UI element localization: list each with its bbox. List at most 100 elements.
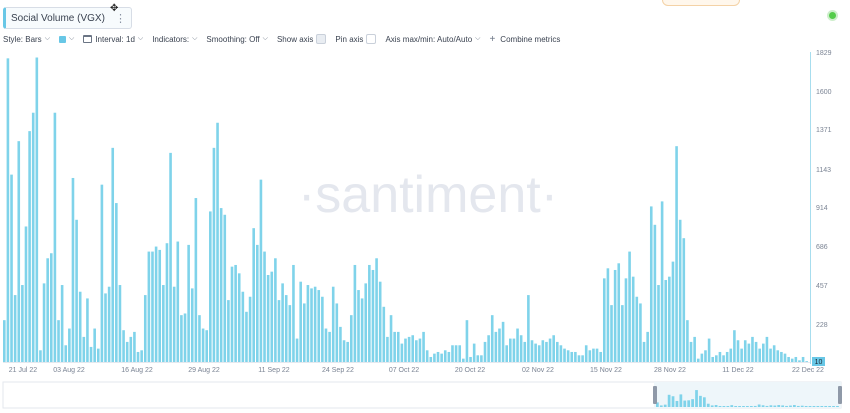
axis-minmax-dropdown[interactable]: Axis max/min: Auto/Auto ⌵ [385,35,480,44]
color-picker[interactable]: ⌵ [59,35,74,43]
x-tick-label: 16 Aug 22 [121,367,153,374]
bar [227,300,230,362]
bar [35,57,39,362]
bar [172,286,176,362]
navigator-right-handle[interactable] [838,386,842,404]
bar [480,355,483,362]
bar [46,258,49,362]
bar [668,276,671,362]
bar [451,345,454,362]
bar [621,305,624,362]
bar [595,348,599,362]
bar [75,219,78,362]
show-axis-checkbox[interactable] [316,34,327,44]
bar [64,345,68,362]
bar [349,315,353,362]
bar [715,355,718,362]
navigator-bar [683,400,687,407]
bar [31,112,35,362]
y-tick-label: 1829 [816,50,832,57]
bar [205,330,208,362]
bar [657,285,660,362]
navigator-bar [695,390,698,407]
bar [718,351,722,362]
bar [386,336,389,362]
bar [693,336,696,362]
x-tick-label: 21 Jul 22 [9,367,38,374]
bar [563,348,566,362]
bar [617,263,621,362]
bar [559,345,563,362]
bar [324,328,328,362]
show-axis-label: Show axis [276,34,314,44]
bar [754,341,758,362]
navigator-bar [722,406,726,407]
bar [378,281,382,362]
navigator-bar [804,406,808,407]
bar [635,296,639,362]
navigator-bar [836,406,839,407]
bar [469,356,472,362]
bar [664,280,668,362]
bar [122,330,125,362]
bar [613,269,617,362]
status-online-indicator [829,12,836,19]
metric-title-pill[interactable]: Social Volume (VGX) ⋮ [3,7,132,29]
smoothing-dropdown[interactable]: Smoothing: Off ⌵ [206,35,268,44]
y-tick-label: 228 [816,322,828,329]
bar [288,305,292,362]
bar [798,360,801,362]
bar [270,271,274,362]
style-dropdown[interactable]: Style: Bars ⌵ [3,35,50,44]
interval-dropdown[interactable]: Interval: 1d ⌵ [83,35,143,44]
bar [328,331,331,362]
bar [147,251,151,362]
bar [259,179,263,362]
bar [237,273,241,362]
x-tick-label: 11 Sep 22 [258,367,290,374]
bar [686,320,689,362]
navigator-bar [726,406,730,407]
bar [368,264,371,362]
bar [682,238,686,362]
x-tick-label: 29 Aug 22 [188,367,220,374]
navigator-bar [742,406,745,407]
bar [462,358,465,362]
y-tick-label: 914 [816,205,828,212]
kebab-icon[interactable]: ⋮ [114,12,126,25]
pin-axis-label: Pin axis [335,34,364,44]
combine-metrics-button[interactable]: + Combine metrics [489,34,560,45]
bar [574,351,577,362]
bar [187,244,190,362]
bar [711,356,715,362]
bar [631,276,635,362]
bar [162,285,165,362]
bar [125,341,129,362]
bar [371,269,375,362]
y-tick-label: 686 [816,244,828,251]
navigator-left-handle[interactable] [653,386,657,404]
indicators-dropdown[interactable]: Indicators: ⌵ [152,35,197,44]
bar [82,336,86,362]
bar [201,328,205,362]
bar [751,336,754,362]
bar [13,295,17,362]
metric-title: Social Volume (VGX) [11,12,105,24]
pin-axis-checkbox[interactable] [366,34,377,44]
bar [176,241,180,362]
show-axis-toggle[interactable]: Show axis [276,34,327,44]
bar [783,353,787,362]
navigator-bar [800,405,804,407]
navigator-bar [812,406,816,407]
navigator-bar [691,399,694,407]
bar [284,295,288,362]
navigator-bar [761,405,765,407]
bar [190,288,194,362]
bar [592,348,595,362]
pin-axis-toggle[interactable]: Pin axis [335,34,377,44]
bar [458,345,462,362]
calendar-icon [83,35,93,43]
bar [747,343,751,362]
smoothing-label: Smoothing: Off [206,34,260,44]
